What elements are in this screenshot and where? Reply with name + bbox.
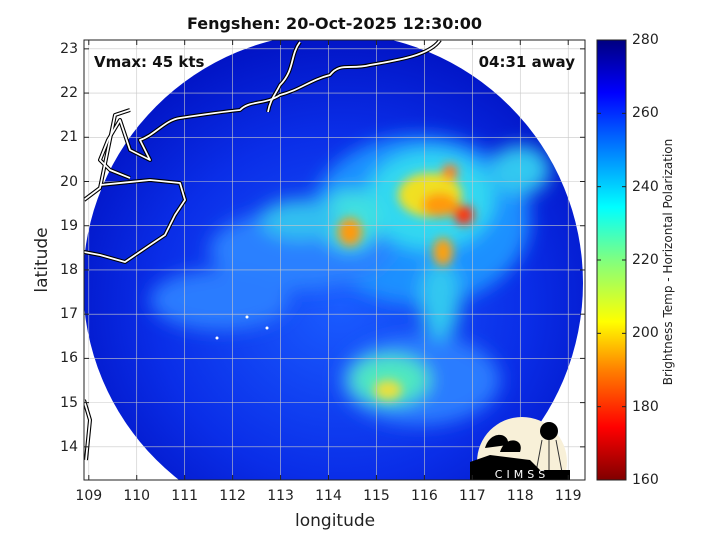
x-axis-label: longitude (295, 511, 376, 531)
x-tick-label: 112 (219, 488, 246, 504)
x-tick-label: 115 (363, 488, 390, 504)
x-tick-label: 111 (171, 488, 199, 504)
x-tick-label: 113 (267, 488, 294, 504)
y-tick-label: 22 (60, 85, 78, 102)
y-tick-label: 15 (60, 394, 78, 411)
x-tick-label: 109 (75, 488, 103, 504)
y-axis-label: latitude (32, 227, 52, 293)
colorbar-tick-label: 240 (632, 178, 659, 195)
vmax-label: Vmax: 45 kts (94, 53, 205, 71)
grid-lines (84, 40, 585, 480)
y-tick-label: 14 (60, 438, 78, 455)
colorbar-tick-label: 180 (632, 398, 659, 415)
coastline (84, 40, 442, 461)
colorbar (596, 39, 627, 481)
x-tick-label: 117 (458, 488, 486, 504)
y-tick-label: 16 (60, 350, 78, 367)
x-tick-label: 110 (123, 488, 151, 504)
y-tick-label: 18 (60, 261, 78, 278)
y-tick-label: 17 (60, 306, 78, 323)
x-tick-label: 118 (506, 488, 534, 504)
colorbar-tick-label: 260 (632, 105, 659, 122)
axes-box (83, 39, 586, 481)
y-tick-label: 20 (60, 173, 78, 190)
colorbar-tick-label: 200 (632, 325, 659, 342)
colorbar-tick-label: 220 (632, 252, 659, 268)
time-away-label: 04:31 away (478, 53, 575, 71)
colorbar-tick-label: 160 (632, 472, 659, 488)
cimss-logo: CIMSS (470, 417, 570, 481)
colorbar-label: Brightness Temp - Horizontal Polarizatio… (661, 138, 675, 386)
colorbar-tick-label: 280 (632, 32, 659, 48)
logo-text: CIMSS (495, 468, 549, 481)
y-tick-label: 23 (60, 40, 78, 57)
plot-title: Fengshen: 20-Oct-2025 12:30:00 (186, 14, 483, 33)
x-tick-label: 119 (554, 488, 582, 504)
x-tick-label: 114 (315, 488, 342, 504)
y-tick-label: 21 (60, 129, 78, 146)
y-tick-label: 19 (60, 217, 78, 234)
x-tick-label: 116 (411, 488, 438, 504)
